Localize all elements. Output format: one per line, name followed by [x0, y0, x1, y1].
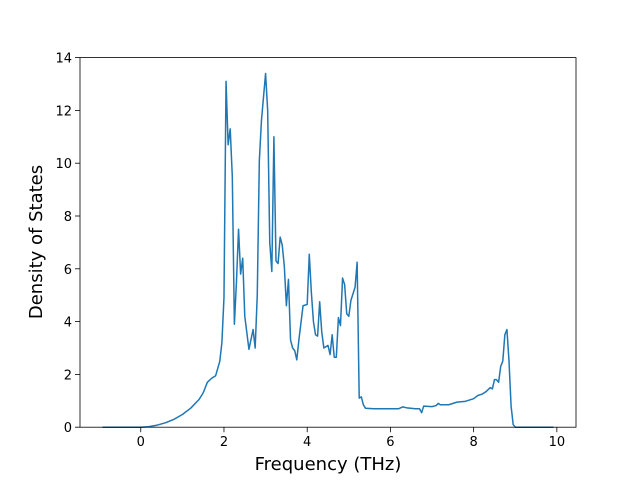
data-line: [102, 72, 554, 428]
y-tick-label: 8: [64, 210, 72, 225]
x-tick-label: 10: [549, 435, 566, 450]
x-tick-label: 8: [469, 435, 477, 450]
y-tick-label: 4: [64, 316, 72, 331]
y-tick-label: 2: [64, 368, 72, 383]
y-tick-label: 12: [55, 104, 72, 119]
y-tick-label: 6: [64, 263, 72, 278]
x-tick-label: 2: [220, 435, 228, 450]
x-tick-label: 4: [303, 435, 311, 450]
y-tick-label: 0: [64, 421, 72, 436]
x-tick-label: 6: [386, 435, 394, 450]
x-axis-label: Frequency (THz): [255, 454, 402, 475]
y-tick-label: 10: [55, 157, 72, 172]
y-tick-label: 14: [55, 52, 72, 67]
y-axis-label: Density of States: [26, 165, 47, 319]
axes-frame: [79, 57, 577, 428]
x-tick-label: 0: [137, 435, 145, 450]
